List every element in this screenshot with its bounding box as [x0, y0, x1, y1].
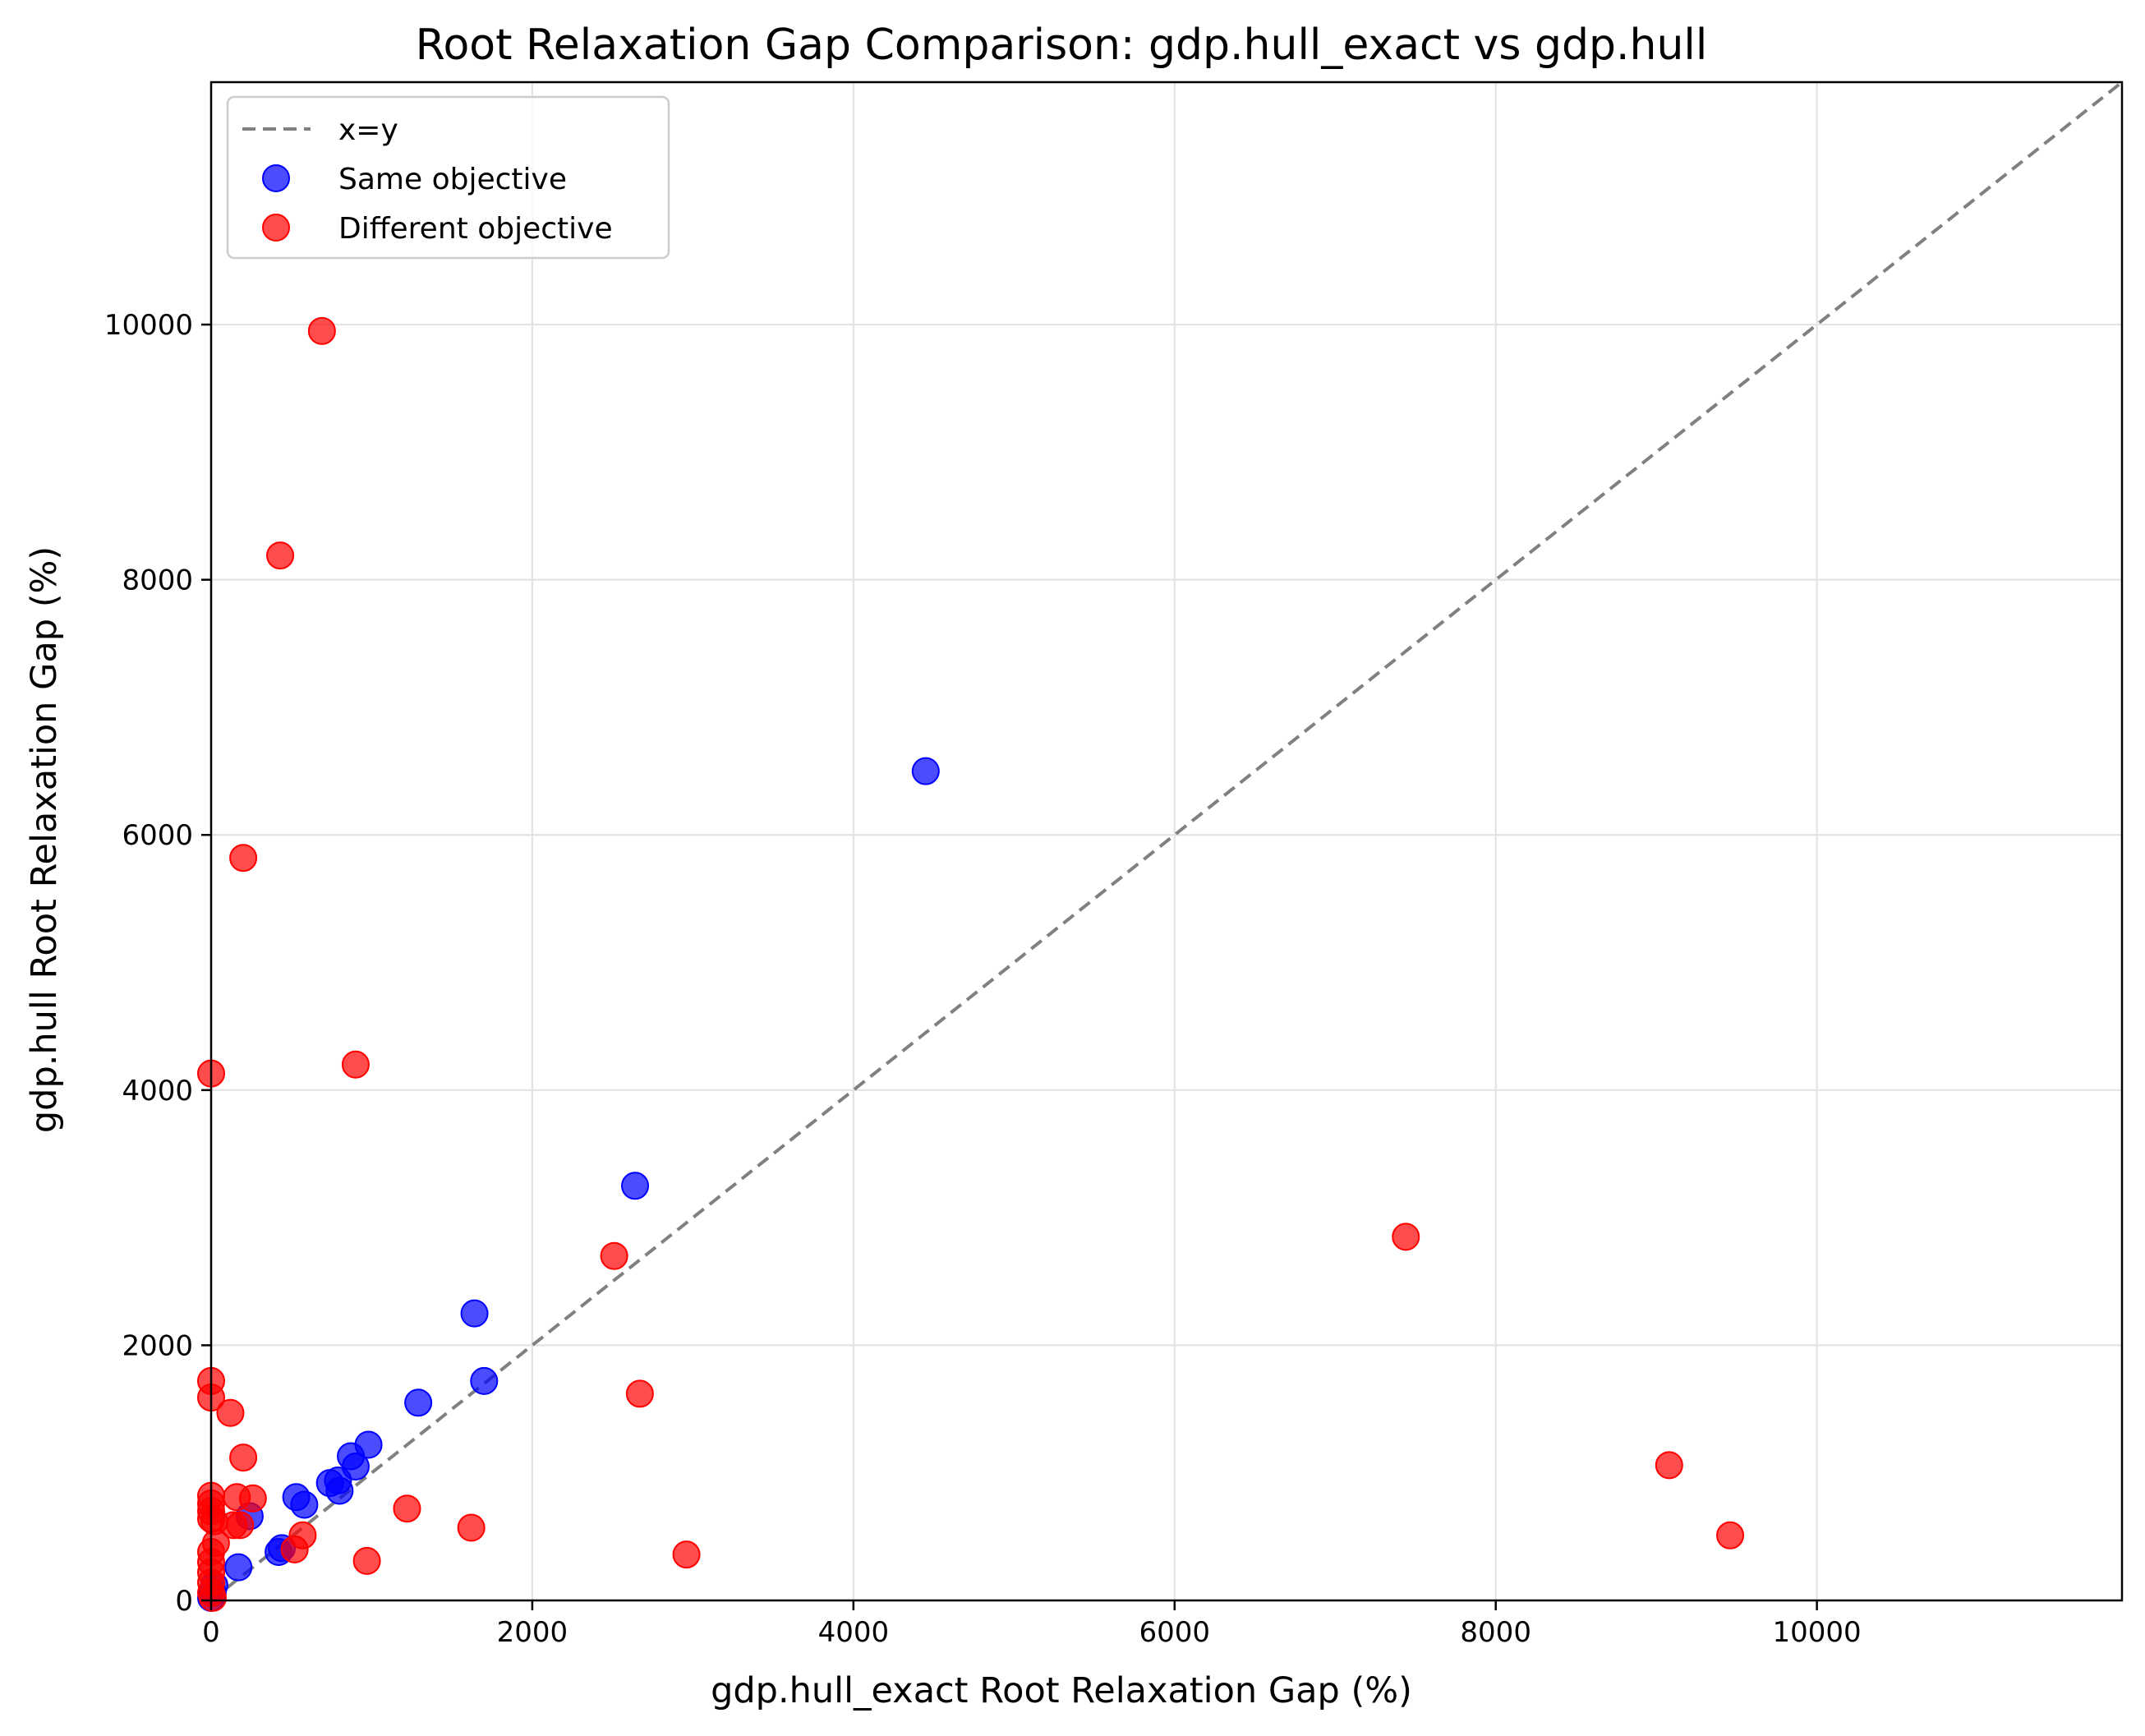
point-s1-7	[625, 1379, 654, 1408]
point-s0-16	[224, 1553, 253, 1582]
legend-label-different-objective: Different objective	[338, 212, 613, 246]
point-s1-35	[198, 1583, 227, 1612]
point-s0-3	[470, 1366, 499, 1395]
legend-box	[226, 95, 670, 260]
legend: x=y Same objective Different objective	[226, 95, 670, 260]
point-s1-3	[341, 1050, 370, 1079]
x-tick-label-0: 0	[202, 1616, 220, 1649]
y-tick-label-2: 4000	[122, 1075, 193, 1107]
legend-label-reference-line: x=y	[338, 113, 398, 147]
y-tick-label-5: 10000	[104, 309, 193, 342]
x-tick-label-5: 10000	[1773, 1616, 1862, 1649]
y-axis-ticks: 0 2000 4000 6000 8000 10000	[104, 309, 211, 1618]
legend-label-same-objective: Same objective	[338, 163, 567, 196]
x-tick-label-1: 2000	[497, 1616, 568, 1649]
point-s1-12	[1655, 1451, 1683, 1480]
point-s1-27	[672, 1540, 701, 1569]
series-same-objective	[197, 757, 940, 1612]
point-s1-21	[226, 1511, 255, 1540]
point-s0-4	[404, 1388, 433, 1417]
y-tick-label-1: 2000	[122, 1329, 193, 1362]
point-s1-28	[352, 1546, 381, 1575]
x-axis-label: gdp.hull_exact Root Relaxation Gap (%)	[711, 1670, 1412, 1711]
point-s1-10	[216, 1398, 245, 1427]
plot-frame	[209, 81, 2124, 1602]
point-s1-23	[457, 1513, 486, 1542]
point-s1-2	[229, 844, 258, 873]
point-s0-2	[460, 1299, 489, 1328]
point-s1-22	[393, 1494, 421, 1523]
point-s1-14	[238, 1484, 267, 1513]
point-s1-6	[600, 1241, 628, 1270]
point-s1-25	[1716, 1521, 1745, 1550]
chart-title: Root Relaxation Gap Comparison: gdp.hull…	[416, 21, 1708, 70]
x-tick-label-2: 4000	[818, 1616, 890, 1649]
point-s0-0	[911, 757, 940, 785]
y-axis-label: gdp.hull Root Relaxation Gap (%)	[24, 546, 65, 1133]
point-s1-0	[307, 316, 336, 345]
point-s0-1	[621, 1172, 650, 1200]
series-different-objective	[197, 316, 1745, 1612]
point-s0-10	[325, 1476, 354, 1505]
data-points	[197, 316, 1745, 1612]
point-s1-26	[280, 1535, 309, 1563]
y-tick-label-3: 6000	[122, 819, 193, 852]
y-tick-label-0: 0	[175, 1585, 193, 1618]
reference-line-x-equals-y	[209, 81, 2124, 1602]
point-s1-1	[266, 541, 295, 570]
y-tick-label-4: 8000	[122, 564, 193, 597]
x-axis-ticks: 0 2000 4000 6000 8000 10000	[202, 1600, 1862, 1649]
legend-swatch-same-objective	[262, 164, 290, 192]
point-s1-11	[229, 1444, 258, 1472]
point-s1-5	[1392, 1223, 1420, 1251]
point-s0-12	[290, 1490, 319, 1519]
x-tick-label-3: 6000	[1139, 1616, 1211, 1649]
legend-swatch-different-objective	[262, 214, 290, 242]
x-tick-label-4: 8000	[1460, 1616, 1531, 1649]
